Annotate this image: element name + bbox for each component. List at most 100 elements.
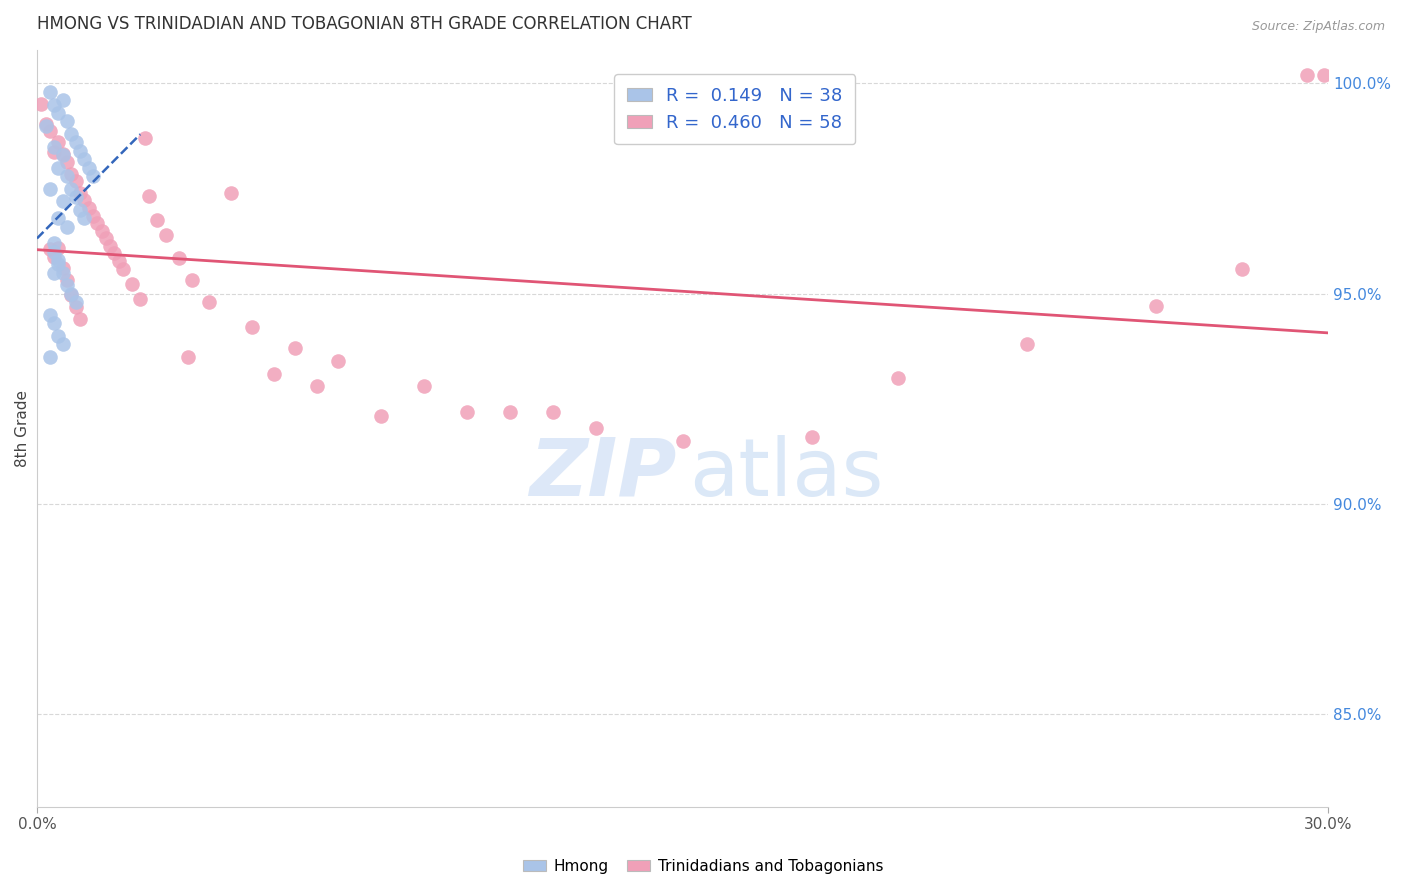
Point	[44, 236, 66, 251]
Point	[60, 167, 83, 181]
Point	[65, 300, 87, 314]
Point	[77, 161, 100, 175]
Text: atlas: atlas	[689, 434, 883, 513]
Point	[52, 147, 75, 161]
Point	[65, 295, 87, 310]
Point	[1230, 261, 1253, 276]
Point	[38, 350, 60, 364]
Point	[69, 144, 91, 158]
Point	[30, 96, 52, 111]
Point	[52, 260, 75, 275]
Point	[146, 212, 169, 227]
Point	[98, 239, 121, 253]
Point	[219, 186, 242, 200]
Point	[155, 227, 177, 242]
Point	[1313, 68, 1336, 82]
Point	[44, 316, 66, 330]
Point	[263, 367, 285, 381]
Point	[284, 342, 307, 356]
Point	[52, 194, 75, 209]
Point	[44, 145, 66, 159]
Point	[370, 409, 392, 423]
Point	[69, 186, 91, 200]
Point	[1144, 300, 1167, 314]
Point	[56, 278, 79, 293]
Point	[65, 136, 87, 150]
Point	[69, 312, 91, 326]
Point	[44, 97, 66, 112]
Point	[48, 329, 70, 343]
Point	[56, 169, 79, 183]
Y-axis label: 8th Grade: 8th Grade	[15, 390, 30, 467]
Point	[52, 148, 75, 162]
Point	[585, 421, 607, 435]
Point	[48, 161, 70, 175]
Point	[180, 273, 202, 287]
Point	[413, 379, 436, 393]
Point	[121, 277, 143, 291]
Point	[44, 250, 66, 264]
Text: ZIP: ZIP	[529, 434, 676, 513]
Point	[111, 261, 134, 276]
Point	[60, 288, 83, 302]
Point	[44, 139, 66, 153]
Point	[456, 404, 478, 418]
Point	[77, 201, 100, 215]
Point	[34, 119, 56, 133]
Point	[48, 241, 70, 255]
Point	[138, 189, 160, 203]
Legend: R =  0.149   N = 38, R =  0.460   N = 58: R = 0.149 N = 38, R = 0.460 N = 58	[614, 74, 855, 145]
Point	[60, 127, 83, 141]
Point	[94, 231, 117, 245]
Point	[134, 131, 156, 145]
Point	[60, 286, 83, 301]
Point	[48, 253, 70, 268]
Point	[82, 209, 104, 223]
Point	[56, 114, 79, 128]
Point	[65, 190, 87, 204]
Text: HMONG VS TRINIDADIAN AND TOBAGONIAN 8TH GRADE CORRELATION CHART: HMONG VS TRINIDADIAN AND TOBAGONIAN 8TH …	[37, 15, 692, 33]
Point	[48, 211, 70, 225]
Point	[44, 244, 66, 259]
Point	[48, 257, 70, 271]
Point	[82, 169, 104, 183]
Point	[103, 246, 125, 260]
Point	[38, 181, 60, 195]
Point	[671, 434, 693, 448]
Point	[65, 174, 87, 188]
Point	[48, 136, 70, 150]
Point	[56, 219, 79, 234]
Point	[240, 320, 263, 334]
Point	[52, 266, 75, 280]
Point	[60, 181, 83, 195]
Text: Source: ZipAtlas.com: Source: ZipAtlas.com	[1251, 20, 1385, 33]
Point	[499, 404, 522, 418]
Point	[48, 106, 70, 120]
Point	[129, 292, 152, 306]
Point	[328, 354, 350, 368]
Point	[73, 152, 96, 166]
Legend: Hmong, Trinidadians and Tobagonians: Hmong, Trinidadians and Tobagonians	[517, 853, 889, 880]
Point	[44, 266, 66, 280]
Point	[86, 216, 108, 230]
Point	[52, 337, 75, 351]
Point	[69, 202, 91, 217]
Point	[167, 251, 190, 265]
Point	[38, 85, 60, 99]
Point	[38, 242, 60, 256]
Point	[52, 93, 75, 107]
Point	[1015, 337, 1038, 351]
Point	[543, 404, 565, 418]
Point	[56, 154, 79, 169]
Point	[38, 308, 60, 322]
Point	[176, 350, 198, 364]
Point	[90, 224, 112, 238]
Point	[38, 124, 60, 138]
Point	[107, 254, 129, 268]
Point	[887, 371, 910, 385]
Point	[73, 211, 96, 225]
Point	[800, 430, 823, 444]
Point	[198, 295, 221, 310]
Point	[34, 117, 56, 131]
Point	[1295, 68, 1317, 82]
